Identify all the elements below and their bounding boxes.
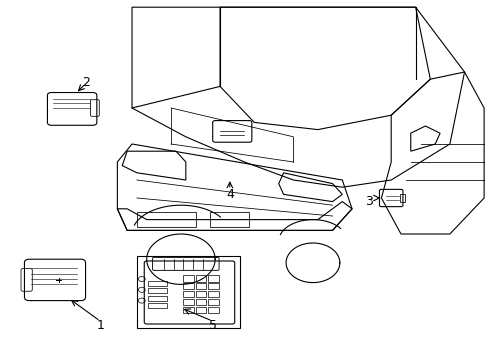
Bar	[195, 299, 206, 305]
Bar	[147, 281, 167, 286]
Bar	[147, 288, 167, 293]
Text: 5: 5	[208, 319, 216, 332]
Text: 1: 1	[96, 319, 104, 332]
Bar	[207, 307, 218, 313]
Bar	[195, 275, 206, 282]
Bar	[195, 283, 206, 289]
Bar	[195, 291, 206, 297]
Text: 2: 2	[81, 76, 89, 89]
Bar	[207, 299, 218, 305]
Text: 4: 4	[225, 188, 233, 201]
Bar	[207, 291, 218, 297]
Bar	[195, 307, 206, 313]
Bar	[183, 299, 194, 305]
Bar	[183, 283, 194, 289]
Bar	[183, 307, 194, 313]
Bar	[147, 296, 167, 301]
Bar	[183, 291, 194, 297]
Text: 3: 3	[365, 195, 372, 208]
Bar	[147, 303, 167, 308]
Bar	[207, 275, 218, 282]
Bar	[183, 275, 194, 282]
Bar	[207, 283, 218, 289]
Bar	[137, 256, 239, 328]
